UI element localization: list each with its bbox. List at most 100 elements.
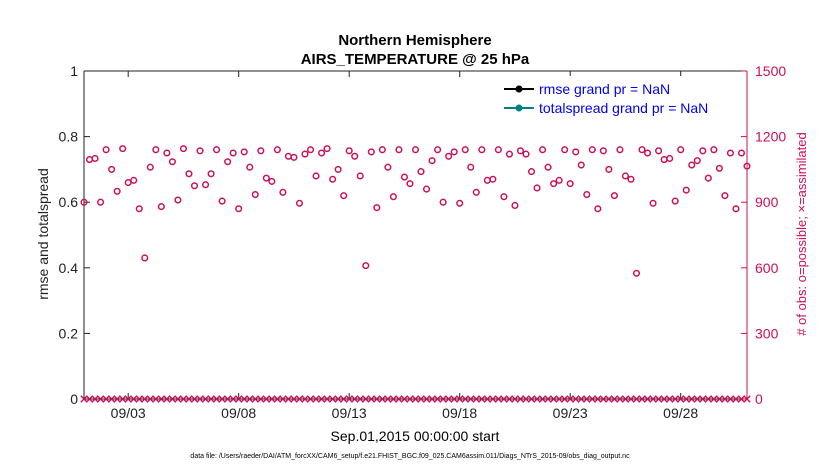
assimilated-obs-point — [279, 395, 287, 403]
possible-obs-point — [505, 150, 513, 158]
x-tick-label: 09/08 — [221, 405, 256, 421]
assimilated-obs-point — [533, 395, 541, 403]
assimilated-obs-point — [500, 395, 508, 403]
right-tick-label: 600 — [755, 260, 779, 276]
possible-obs-point — [202, 181, 210, 189]
legend-spread-marker — [515, 104, 523, 112]
possible-obs-point — [130, 176, 138, 184]
assimilated-obs-point — [378, 395, 387, 403]
possible-obs-point — [456, 199, 464, 207]
assimilated-obs-point — [671, 395, 679, 403]
assimilated-obs-point — [339, 395, 348, 403]
possible-obs-point — [406, 180, 414, 188]
assimilated-obs-point — [511, 395, 519, 403]
assimilated-obs-point — [384, 395, 392, 403]
possible-obs-point — [423, 185, 431, 193]
possible-obs-point — [721, 192, 729, 200]
assimilated-obs-point — [395, 395, 403, 403]
possible-obs-point — [516, 147, 525, 155]
assimilated-obs-point — [583, 395, 591, 403]
assimilated-obs-point — [422, 395, 431, 403]
assimilated-obs-point — [743, 395, 751, 403]
possible-obs-point — [577, 161, 585, 169]
legend-rmse-label: rmse grand pr = NaN — [539, 81, 670, 97]
possible-obs-point — [561, 146, 569, 154]
possible-obs-point — [356, 172, 364, 180]
assimilated-obs-point — [549, 395, 558, 403]
assimilated-obs-point — [699, 395, 707, 403]
assimilated-obs-point — [373, 395, 381, 403]
assimilated-obs-point — [677, 395, 685, 403]
right-tick-label: 300 — [755, 325, 779, 341]
possible-obs-point — [428, 157, 436, 165]
assimilated-obs-point — [566, 395, 574, 403]
assimilated-obs-point — [85, 395, 94, 403]
possible-obs-point — [224, 158, 232, 166]
possible-obs-point — [329, 175, 337, 183]
possible-obs-point — [704, 174, 712, 182]
legend-box — [498, 76, 744, 120]
possible-obs-point — [174, 196, 182, 204]
possible-obs-point — [384, 163, 392, 171]
assimilated-obs-point — [146, 395, 154, 403]
series-possible — [80, 145, 751, 277]
assimilated-obs-point — [317, 395, 326, 403]
right-tick-label: 1200 — [755, 129, 786, 145]
chart-title-line1: Northern Hemisphere — [338, 32, 491, 49]
x-tick-label: 09/23 — [553, 405, 588, 421]
possible-obs-point — [522, 150, 530, 158]
assimilated-obs-point — [505, 395, 514, 403]
assimilated-obs-point — [682, 395, 690, 403]
assimilated-obs-point — [157, 395, 166, 403]
possible-obs-point — [268, 177, 276, 185]
possible-obs-point — [699, 147, 707, 155]
assimilated-obs-point — [704, 395, 713, 403]
assimilated-obs-point — [328, 395, 337, 403]
assimilated-obs-point — [312, 395, 320, 403]
possible-obs-point — [218, 197, 226, 205]
assimilated-obs-point — [632, 395, 641, 403]
left-tick-label: 1 — [70, 63, 78, 79]
possible-obs-point — [489, 175, 497, 183]
possible-obs-point — [235, 205, 243, 213]
assimilated-obs-point — [295, 395, 304, 403]
possible-obs-point — [400, 173, 409, 181]
possible-obs-point — [616, 146, 624, 154]
possible-obs-point — [152, 146, 160, 154]
assimilated-obs-point — [152, 395, 160, 403]
possible-obs-point — [378, 146, 386, 154]
possible-obs-point — [621, 172, 630, 180]
right-tick-label: 0 — [755, 391, 763, 407]
assimilated-obs-point — [732, 395, 740, 403]
assimilated-obs-point — [621, 395, 630, 403]
possible-obs-point — [190, 182, 199, 190]
assimilated-obs-point — [246, 395, 254, 403]
assimilated-obs-point — [411, 395, 420, 403]
assimilated-obs-point — [190, 395, 199, 403]
left-tick-label: 0.6 — [59, 194, 79, 210]
possible-obs-point — [555, 176, 563, 184]
possible-obs-point — [240, 148, 248, 156]
possible-obs-point — [682, 186, 690, 194]
footer-note: data file: /Users/raeder/DAI/ATM_forcXX/… — [190, 453, 630, 460]
assimilated-obs-point — [400, 395, 409, 403]
assimilated-obs-point — [196, 395, 204, 403]
assimilated-obs-point — [643, 395, 652, 403]
right-tick-label: 900 — [755, 194, 779, 210]
assimilated-obs-point — [290, 395, 298, 403]
x-axis-ticks: 09/03 09/08 09/13 09/18 09/23 09/28 — [111, 71, 698, 421]
possible-obs-point — [627, 175, 635, 183]
assimilated-obs-point — [456, 395, 464, 403]
left-tick-label: 0.4 — [59, 260, 79, 276]
possible-obs-point — [135, 205, 143, 213]
data-marks — [80, 145, 751, 403]
possible-obs-point — [362, 262, 370, 270]
assimilated-obs-point — [693, 395, 701, 403]
possible-obs-point — [494, 146, 502, 154]
possible-obs-point — [290, 153, 298, 161]
assimilated-obs-point — [185, 395, 193, 403]
possible-obs-point — [688, 161, 696, 169]
left-tick-label: 0 — [70, 391, 78, 407]
possible-obs-point — [649, 199, 657, 207]
